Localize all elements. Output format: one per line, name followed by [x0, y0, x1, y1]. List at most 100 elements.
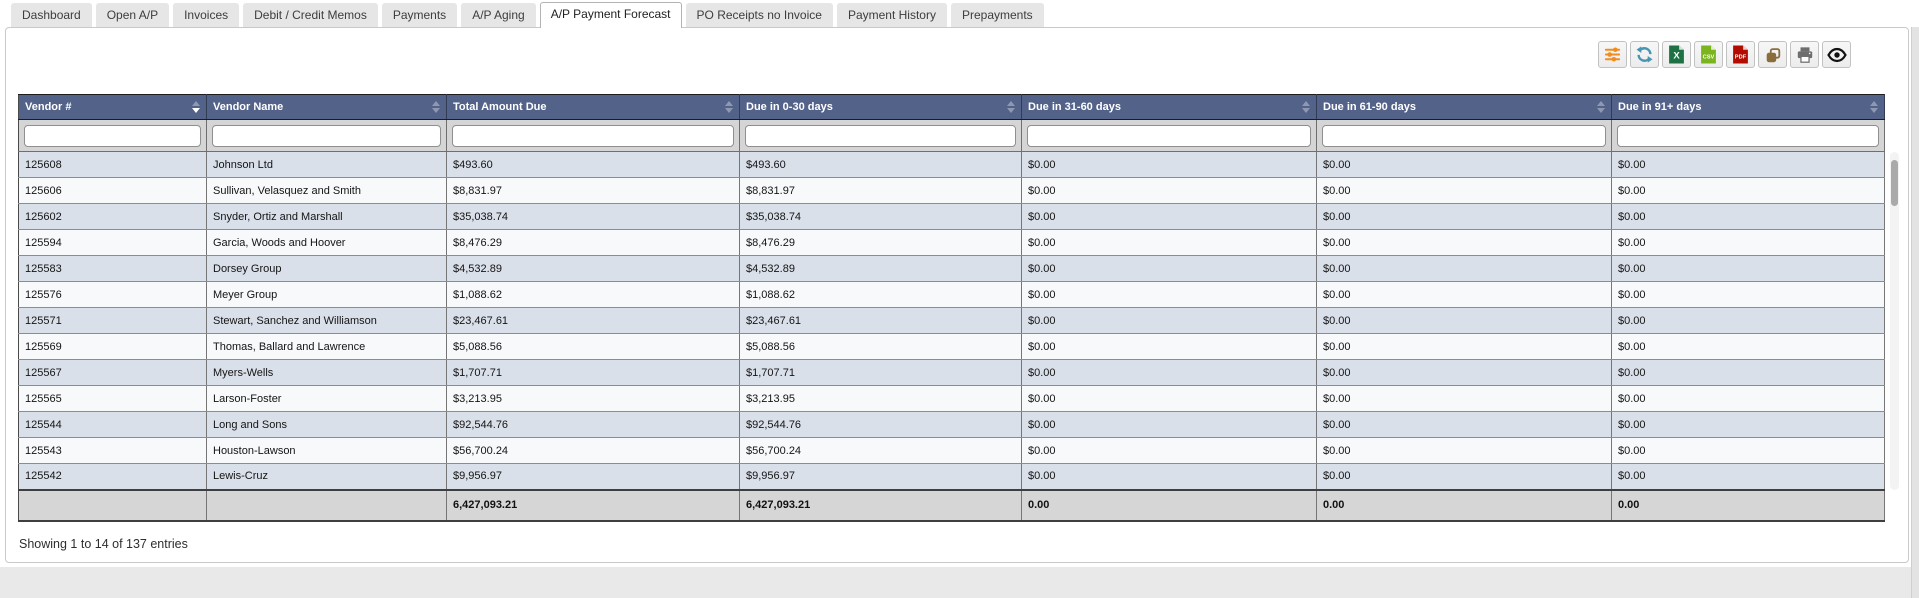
- filter-sliders-button[interactable]: [1598, 41, 1627, 68]
- filter-cell: [18, 119, 207, 152]
- export-csv-button[interactable]: CSV: [1694, 41, 1723, 68]
- table-cell: $0.00: [1021, 411, 1317, 438]
- tab-payment-history[interactable]: Payment History: [836, 3, 947, 27]
- table-cell: $0.00: [1316, 229, 1612, 256]
- table-cell: $0.00: [1611, 463, 1885, 490]
- filter-cell: [1611, 119, 1885, 152]
- filter-input-due-in-0-30-days[interactable]: [745, 124, 1016, 147]
- table-cell: $1,088.62: [739, 281, 1022, 308]
- table-cell: 125602: [18, 203, 207, 230]
- table-cell: $0.00: [1316, 437, 1612, 464]
- table-cell: $0.00: [1611, 333, 1885, 360]
- totals-cell: 0.00: [1611, 488, 1885, 522]
- sort-icon: [1870, 101, 1878, 113]
- sort-icon: [432, 101, 440, 113]
- tab-open-a-p[interactable]: Open A/P: [95, 3, 170, 27]
- tab-po-receipts-no-invoice[interactable]: PO Receipts no Invoice: [685, 3, 833, 27]
- table-cell: $0.00: [1021, 307, 1317, 334]
- filter-input-due-in-91+-days[interactable]: [1617, 124, 1879, 147]
- table-cell: $0.00: [1021, 255, 1317, 282]
- table-cell: $8,476.29: [739, 229, 1022, 256]
- table-cell: 125565: [18, 385, 207, 412]
- filter-cell: [446, 119, 740, 152]
- table-cell: 125571: [18, 307, 207, 334]
- table-row: 125567 Myers-Wells $1,707.71 $1,707.71 $0.00…: [18, 359, 1885, 386]
- tab-invoices[interactable]: Invoices: [173, 3, 240, 27]
- table-cell: Snyder, Ortiz and Marshall: [206, 203, 447, 230]
- filter-input-due-in-61-90-days[interactable]: [1322, 124, 1606, 147]
- filter-input-vendor-name[interactable]: [212, 124, 441, 147]
- table-cell: $3,213.95: [446, 385, 740, 412]
- table-cell: Lewis-Cruz: [206, 463, 447, 490]
- tab-dashboard[interactable]: Dashboard: [11, 3, 92, 27]
- col-header-label: Vendor #: [25, 101, 72, 113]
- table-body: 125608 Johnson Ltd $493.60 $493.60 $0.00 $0.0…: [18, 151, 1885, 490]
- table-cell: $35,038.74: [739, 203, 1022, 230]
- header-row: Vendor # Vendor Name Total Amount Due Du…: [18, 94, 1885, 120]
- table-cell: $23,467.61: [446, 307, 740, 334]
- filter-input-vendor[interactable]: [24, 124, 201, 147]
- totals-cell: 0.00: [1021, 488, 1317, 522]
- col-header-due-in-61-90-days[interactable]: Due in 61-90 days: [1316, 94, 1612, 120]
- table-cell: Houston-Lawson: [206, 437, 447, 464]
- col-header-total-amount-due[interactable]: Total Amount Due: [446, 94, 740, 120]
- refresh-button[interactable]: [1630, 41, 1659, 68]
- table-head: Vendor # Vendor Name Total Amount Due Du…: [18, 94, 1885, 152]
- forecast-table-wrap: Vendor # Vendor Name Total Amount Due Du…: [18, 94, 1908, 522]
- column-visibility-icon: [1826, 45, 1847, 65]
- table-row: 125571 Stewart, Sanchez and Williamson $23…: [18, 307, 1885, 334]
- tab-a-p-payment-forecast[interactable]: A/P Payment Forecast: [539, 2, 682, 28]
- table-cell: $56,700.24: [739, 437, 1022, 464]
- table-cell: $0.00: [1021, 151, 1317, 178]
- col-header-label: Due in 31-60 days: [1028, 101, 1121, 113]
- svg-text:CSV: CSV: [1703, 55, 1715, 61]
- table-cell: $493.60: [739, 151, 1022, 178]
- entries-summary: Showing 1 to 14 of 137 entries: [19, 536, 188, 551]
- filter-input-due-in-31-60-days[interactable]: [1027, 124, 1311, 147]
- filter-cell: [1021, 119, 1317, 152]
- table-cell: $8,831.97: [739, 177, 1022, 204]
- table-scrollbar[interactable]: [1890, 152, 1899, 490]
- table-cell: $1,707.71: [739, 359, 1022, 386]
- table-row: 125583 Dorsey Group $4,532.89 $4,532.89 $0.0…: [18, 255, 1885, 282]
- table-scrollbar-thumb[interactable]: [1891, 160, 1898, 206]
- table-cell: Garcia, Woods and Hoover: [206, 229, 447, 256]
- col-header-vendor-name[interactable]: Vendor Name: [206, 94, 447, 120]
- column-visibility-button[interactable]: [1822, 41, 1851, 68]
- table-cell: $5,088.56: [739, 333, 1022, 360]
- tab-payments[interactable]: Payments: [381, 3, 458, 27]
- table-cell: $0.00: [1611, 229, 1885, 256]
- export-pdf-button[interactable]: PDF: [1726, 41, 1755, 68]
- table-cell: $9,956.97: [446, 463, 740, 490]
- table-row: 125544 Long and Sons $92,544.76 $92,544.76 $…: [18, 411, 1885, 438]
- table-cell: $0.00: [1611, 255, 1885, 282]
- page-scrollbar[interactable]: [1911, 0, 1919, 598]
- col-header-due-in-31-60-days[interactable]: Due in 31-60 days: [1021, 94, 1317, 120]
- export-csv-icon: CSV: [1700, 45, 1717, 64]
- col-header-due-in-91+-days[interactable]: Due in 91+ days: [1611, 94, 1885, 120]
- table-cell: $35,038.74: [446, 203, 740, 230]
- table-cell: $0.00: [1021, 463, 1317, 490]
- tab-prepayments[interactable]: Prepayments: [950, 3, 1044, 27]
- table-row: 125576 Meyer Group $1,088.62 $1,088.62 $0.00…: [18, 281, 1885, 308]
- sort-icon: [1302, 101, 1310, 113]
- table-cell: Larson-Foster: [206, 385, 447, 412]
- filter-input-total-amount-due[interactable]: [452, 124, 734, 147]
- filter-sliders-icon: [1603, 45, 1622, 64]
- table-cell: $0.00: [1611, 359, 1885, 386]
- tab-a-p-aging[interactable]: A/P Aging: [461, 3, 536, 27]
- copy-icon: [1764, 46, 1782, 64]
- col-header-due-in-0-30-days[interactable]: Due in 0-30 days: [739, 94, 1022, 120]
- table-cell: $0.00: [1021, 437, 1317, 464]
- table-cell: $1,088.62: [446, 281, 740, 308]
- table-cell: $0.00: [1611, 151, 1885, 178]
- table-row: 125594 Garcia, Woods and Hoover $8,476.29 $…: [18, 229, 1885, 256]
- table-cell: $0.00: [1316, 385, 1612, 412]
- table-cell: $0.00: [1021, 385, 1317, 412]
- tab-debit-credit-memos[interactable]: Debit / Credit Memos: [243, 3, 378, 27]
- export-excel-button[interactable]: X: [1662, 41, 1691, 68]
- print-button[interactable]: [1790, 41, 1819, 68]
- copy-button[interactable]: [1758, 41, 1787, 68]
- col-header-vendor[interactable]: Vendor #: [18, 94, 207, 120]
- table-cell: 125542: [18, 463, 207, 490]
